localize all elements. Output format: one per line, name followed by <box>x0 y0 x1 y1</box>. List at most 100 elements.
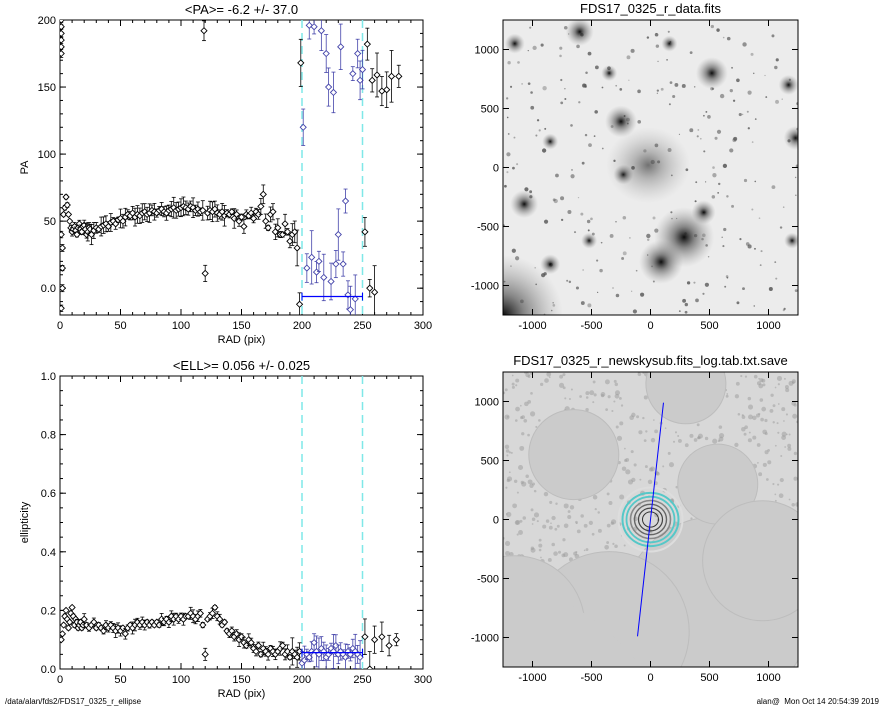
faint-source <box>587 51 592 56</box>
noise-speckle <box>505 513 508 515</box>
y-tick-label: -500 <box>477 222 499 234</box>
data-point <box>370 288 379 296</box>
faint-source <box>560 101 564 105</box>
x-tick-label: 300 <box>414 320 432 332</box>
noise-speckle <box>548 376 551 379</box>
data-point <box>60 49 65 58</box>
data-point <box>233 210 241 219</box>
data-point <box>351 295 359 303</box>
faint-source <box>570 124 573 127</box>
noise-speckle <box>772 404 776 408</box>
noise-speckle <box>735 381 740 386</box>
star <box>778 74 798 95</box>
noise-speckle <box>504 540 511 547</box>
data-point <box>60 621 68 629</box>
faint-source <box>506 152 511 157</box>
y-axis-label: ellipticity <box>19 501 31 543</box>
isophote-ellipse <box>637 507 664 532</box>
faint-source <box>521 83 523 85</box>
plot-area <box>60 20 403 315</box>
noise-speckle <box>506 415 509 418</box>
noise-speckle <box>508 451 511 454</box>
faint-source <box>601 86 604 89</box>
star <box>784 232 798 249</box>
faint-source <box>695 181 698 184</box>
faint-source <box>732 99 736 102</box>
faint-source <box>742 42 747 47</box>
y-tick-label: 0.2 <box>41 605 56 617</box>
data-point <box>199 206 207 215</box>
faint-source <box>559 54 562 58</box>
image-title: FDS17_0325_r_newskysub.fits_log.tab.txt.… <box>513 353 788 368</box>
noise-speckle <box>508 471 511 474</box>
noise-speckle <box>712 438 718 444</box>
image-area <box>503 372 798 667</box>
noise-speckle <box>533 512 540 518</box>
faint-source <box>712 166 715 169</box>
data-point <box>383 86 391 94</box>
data-point <box>320 273 328 282</box>
faint-source <box>596 259 599 262</box>
noise-speckle <box>726 393 729 395</box>
noise-speckle <box>718 432 725 439</box>
noise-speckle <box>785 413 789 416</box>
y-tick-label: 1000 <box>475 45 499 57</box>
noise-speckle <box>619 494 625 500</box>
noise-speckle <box>549 500 553 504</box>
noise-speckle <box>530 508 534 512</box>
data-point <box>358 65 367 74</box>
faint-source <box>771 185 776 190</box>
faint-source <box>754 247 756 250</box>
faint-source <box>764 74 766 77</box>
noise-speckle <box>777 483 780 486</box>
noise-speckle <box>759 398 764 402</box>
data-point <box>356 76 364 84</box>
isophote-ellipse <box>629 499 672 540</box>
noise-speckle <box>612 542 615 545</box>
data-point <box>242 641 250 650</box>
data-point <box>310 23 318 31</box>
faint-source <box>774 261 777 263</box>
faint-source <box>703 150 706 153</box>
faint-source <box>731 66 733 69</box>
noise-speckle <box>757 461 759 464</box>
noise-speckle <box>506 511 512 518</box>
star <box>605 105 637 138</box>
faint-source <box>570 174 575 179</box>
faint-source <box>722 245 725 248</box>
noise-speckle <box>764 418 768 423</box>
noise-speckle <box>538 543 543 548</box>
faint-source <box>581 161 585 165</box>
faint-source <box>668 103 671 106</box>
faint-source <box>719 93 725 99</box>
star <box>503 255 563 315</box>
noise-speckle <box>522 516 527 520</box>
data-point <box>60 244 67 252</box>
x-tick-label: 50 <box>114 674 126 686</box>
star <box>783 126 798 150</box>
star <box>639 239 684 284</box>
isophote-ellipse <box>642 511 659 528</box>
noise-speckle <box>744 375 748 378</box>
faint-source <box>741 113 744 116</box>
noise-speckle <box>743 432 747 436</box>
data-point <box>329 88 338 97</box>
noise-speckle <box>575 520 578 524</box>
noise-speckle <box>758 377 761 380</box>
noise-speckle <box>562 373 566 377</box>
noise-speckle <box>638 430 643 435</box>
faint-source <box>629 237 631 239</box>
data-point <box>60 29 65 38</box>
footer-timestamp: Mon Oct 14 20:54:39 2019 <box>784 697 879 706</box>
faint-source <box>626 55 631 60</box>
faint-source <box>711 195 716 199</box>
noise-speckle <box>758 472 763 477</box>
noise-speckle <box>793 451 798 456</box>
data-point <box>257 650 265 658</box>
noise-speckle <box>580 514 584 518</box>
noise-speckle <box>648 467 653 472</box>
faint-source <box>560 218 564 222</box>
noise-speckle <box>585 548 589 551</box>
data-point <box>254 641 263 650</box>
noise-speckle <box>770 393 774 397</box>
